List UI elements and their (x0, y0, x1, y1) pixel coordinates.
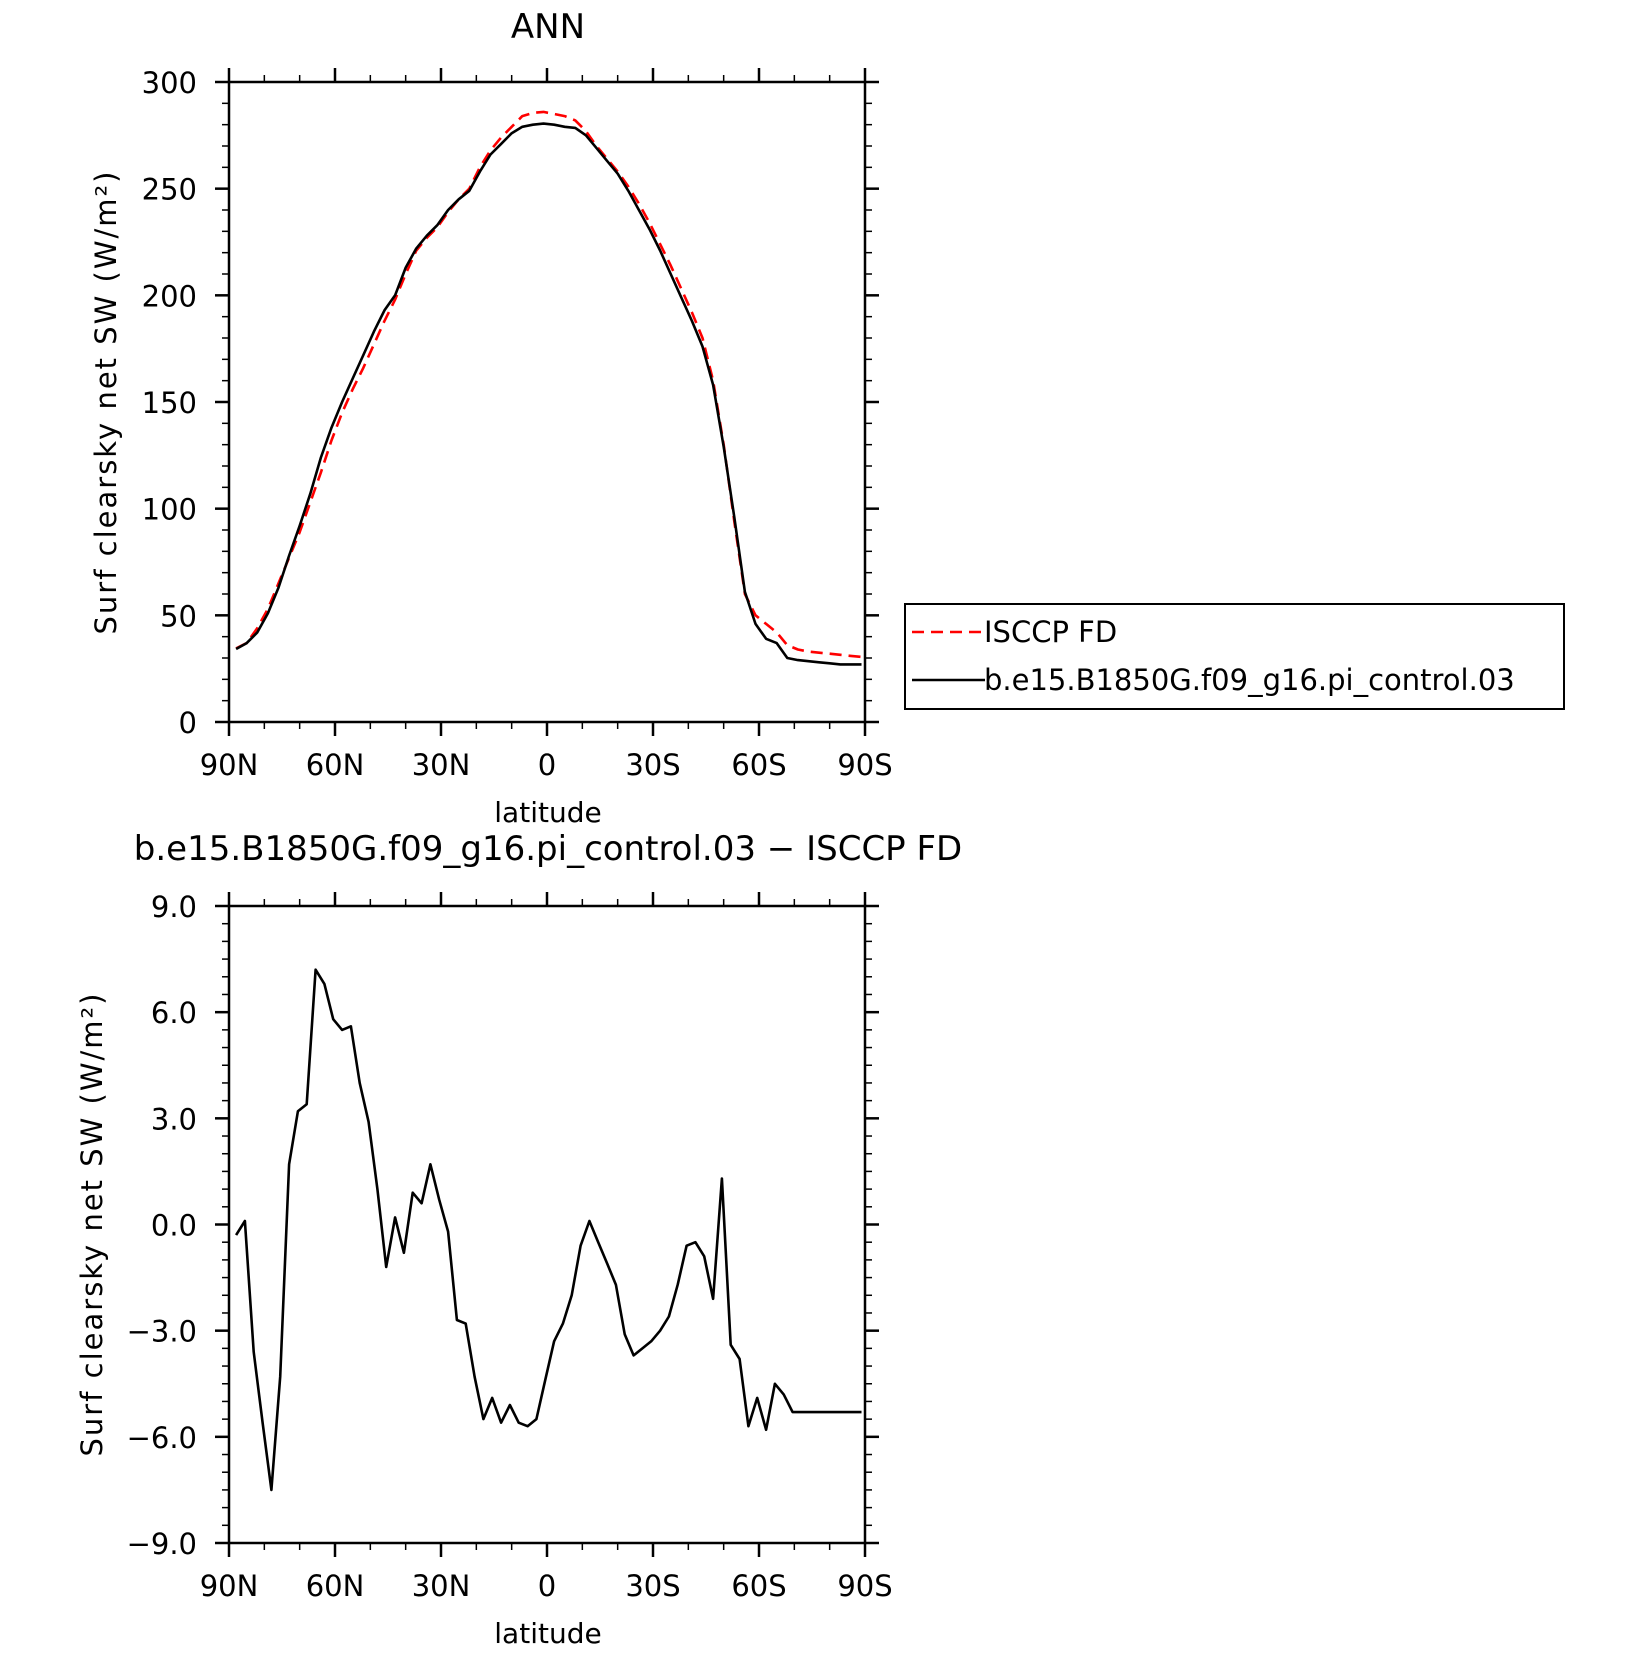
bottom-y-axis-label: Surf clearsky net SW (W/m²) (75, 992, 109, 1457)
top-y-tick-labels: 0 50 100 150 200 250 300 (142, 66, 197, 740)
top-y-axis-label: Surf clearsky net SW (W/m²) (89, 170, 123, 635)
bottom-y-tick-labels: 9.0 6.0 3.0 0.0 −3.0 −6.0 −9.0 (127, 890, 197, 1561)
x-tick-label: 90N (200, 1569, 259, 1603)
x-tick-label: 0 (538, 748, 556, 782)
bottom-x-tick-labels: 90N 60N 30N 0 30S 60S 90S (200, 1569, 893, 1603)
y-tick-label: −6.0 (127, 1421, 197, 1455)
x-tick-label: 30S (625, 1569, 680, 1603)
y-tick-label: 0.0 (151, 1209, 197, 1243)
bottom-plot-frame (227, 904, 867, 1545)
legend-label-isccp: ISCCP FD (984, 615, 1117, 649)
x-tick-label: 60S (731, 1569, 786, 1603)
x-tick-label: 30S (625, 748, 680, 782)
x-tick-label: 90S (837, 1569, 892, 1603)
y-tick-label: 250 (142, 173, 197, 207)
series-line-b-e15-b1850g-f09-g16-pi-control-03 (235, 122, 862, 666)
x-tick-label: 90S (837, 748, 892, 782)
x-tick-label: 90N (200, 748, 259, 782)
top-series-lines (235, 110, 862, 666)
x-tick-label: 30N (412, 748, 471, 782)
bottom-series-lines (234, 968, 862, 1492)
top-chart-title: ANN (511, 7, 585, 47)
y-tick-label: 100 (142, 493, 197, 527)
series-line-isccp-fd (235, 110, 862, 659)
x-tick-label: 60N (306, 1569, 365, 1603)
top-x-tick-labels: 90N 60N 30N 0 30S 60S 90S (200, 748, 893, 782)
y-tick-label: −3.0 (127, 1315, 197, 1349)
y-tick-label: 50 (160, 599, 197, 633)
top-x-axis-label: latitude (494, 796, 601, 829)
y-tick-label: 200 (142, 279, 197, 313)
y-tick-label: −9.0 (127, 1527, 197, 1561)
bottom-x-axis-label: latitude (494, 1617, 601, 1650)
x-tick-label: 60N (306, 748, 365, 782)
y-tick-label: 9.0 (151, 890, 197, 924)
x-tick-label: 0 (538, 1569, 556, 1603)
bottom-ticks (215, 892, 879, 1557)
y-tick-label: 0 (179, 706, 197, 740)
series-line-difference (234, 968, 862, 1492)
y-tick-label: 6.0 (151, 996, 197, 1030)
x-tick-label: 60S (731, 748, 786, 782)
top-ticks (215, 68, 879, 736)
y-tick-label: 300 (142, 66, 197, 100)
bottom-panel: b.e15.B1850G.f09_g16.pi_control.03 − ISC… (75, 829, 962, 1650)
legend-label-model: b.e15.B1850G.f09_g16.pi_control.03 (984, 663, 1515, 697)
x-tick-label: 30N (412, 1569, 471, 1603)
legend-box (904, 603, 1565, 710)
legend: ISCCP FD b.e15.B1850G.f09_g16.pi_control… (904, 603, 1565, 710)
bottom-chart-title: b.e15.B1850G.f09_g16.pi_control.03 − ISC… (134, 829, 962, 869)
y-tick-label: 150 (142, 386, 197, 420)
y-tick-label: 3.0 (151, 1102, 197, 1136)
